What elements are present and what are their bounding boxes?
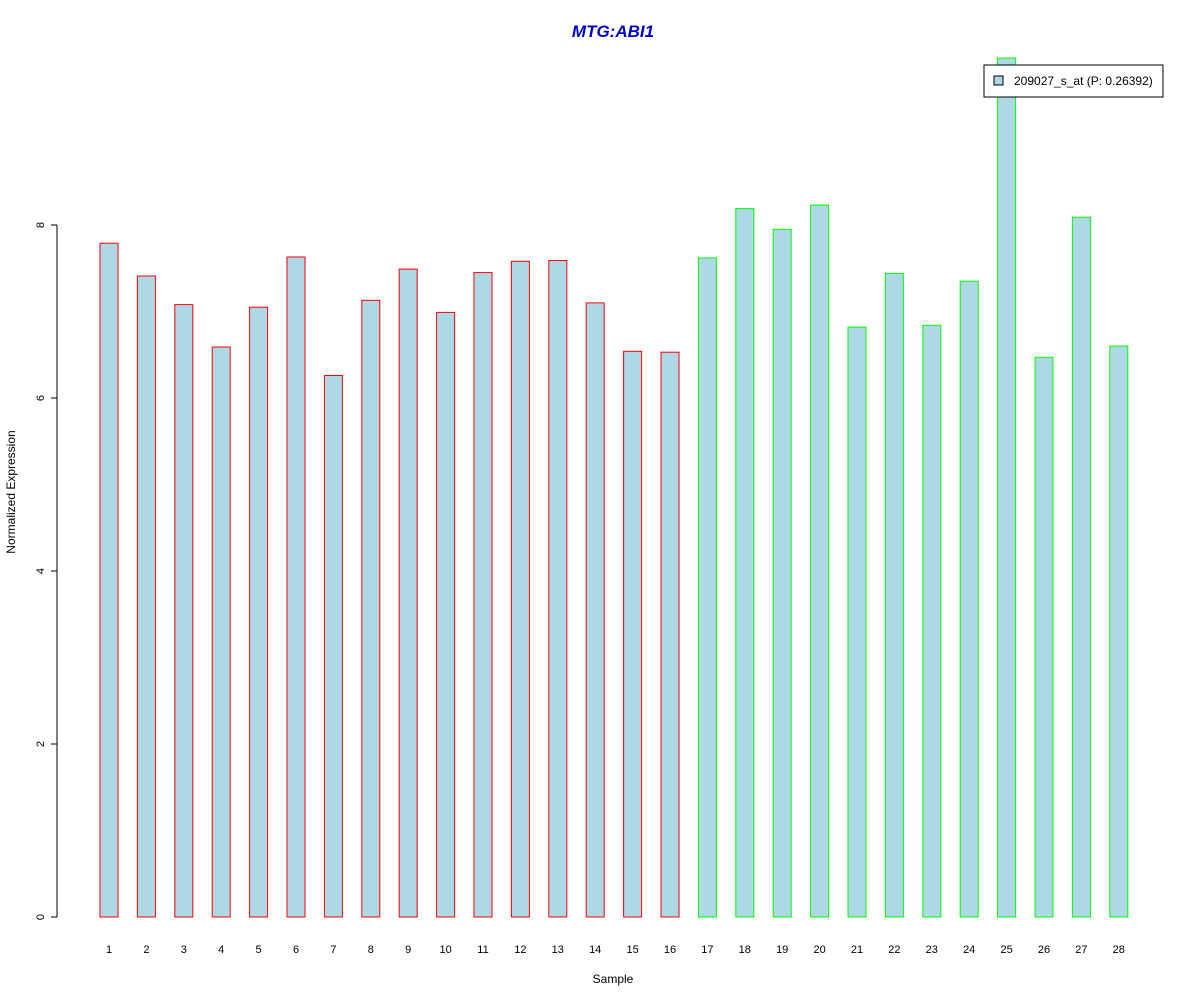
bar-sample-7 <box>323 375 343 918</box>
x-tick-label: 22 <box>888 944 900 956</box>
x-tick-label: 18 <box>739 944 751 956</box>
bar-sample-26 <box>1034 356 1054 918</box>
bar-sample-14 <box>585 302 605 918</box>
y-tick-label: 2 <box>35 741 47 747</box>
x-tick-label: 27 <box>1075 944 1087 956</box>
legend-box <box>983 64 1164 98</box>
x-tick-label: 4 <box>218 944 224 956</box>
bar-sample-20 <box>810 204 830 918</box>
bar-sample-22 <box>884 272 904 918</box>
x-tick-label: 12 <box>514 944 526 956</box>
x-tick-label: 16 <box>664 944 676 956</box>
x-tick-label: 17 <box>701 944 713 956</box>
x-tick-label: 10 <box>439 944 451 956</box>
y-axis: 0 2 4 6 8 <box>35 222 58 920</box>
x-axis-label: Sample <box>593 972 634 986</box>
x-tick-labels: 1 2 3 4 5 6 7 8 9 10 11 12 13 14 15 16 17 18 19 20 21 22 23 24 2… <box>106 944 1125 956</box>
legend-swatch <box>993 75 1004 86</box>
x-tick-label: 14 <box>589 944 601 956</box>
x-tick-label: 23 <box>926 944 938 956</box>
y-axis-label: Normalized Expression <box>4 430 18 553</box>
x-tick-label: 3 <box>181 944 187 956</box>
bar-sample-16 <box>660 351 680 918</box>
x-tick-label: 25 <box>1000 944 1012 956</box>
x-tick-label: 28 <box>1113 944 1125 956</box>
bar-sample-28 <box>1109 345 1129 918</box>
bar-sample-25 <box>997 57 1017 918</box>
bar-sample-27 <box>1071 216 1091 918</box>
x-tick-label: 19 <box>776 944 788 956</box>
x-tick-label: 1 <box>106 944 112 956</box>
bar-sample-4 <box>211 346 231 918</box>
bar-sample-19 <box>772 228 792 918</box>
bar-sample-17 <box>697 257 717 918</box>
bar-sample-24 <box>959 280 979 918</box>
y-tick-label: 0 <box>35 914 47 920</box>
legend: 209027_s_at (P: 0.26392) <box>983 64 1164 98</box>
chart-title: MTG:ABI1 <box>572 22 654 41</box>
y-tick-label: 8 <box>35 222 47 228</box>
bar-sample-8 <box>361 299 381 918</box>
x-tick-label: 2 <box>143 944 149 956</box>
bar-sample-1 <box>99 242 119 918</box>
x-tick-label: 15 <box>626 944 638 956</box>
bar-sample-3 <box>174 304 194 918</box>
bar-sample-2 <box>136 275 156 918</box>
x-tick-label: 9 <box>405 944 411 956</box>
bars <box>99 57 1129 918</box>
x-tick-label: 11 <box>477 944 488 956</box>
bar-sample-6 <box>286 256 306 918</box>
bar-sample-11 <box>473 272 493 918</box>
y-tick-label: 6 <box>35 395 47 401</box>
bar-sample-5 <box>249 306 269 918</box>
legend-label: 209027_s_at (P: 0.26392) <box>1014 74 1153 88</box>
x-tick-label: 7 <box>330 944 336 956</box>
bar-sample-13 <box>548 260 568 918</box>
bar-sample-23 <box>922 324 942 918</box>
x-tick-label: 13 <box>552 944 564 956</box>
bar-sample-10 <box>436 311 456 918</box>
bar-sample-15 <box>623 350 643 918</box>
x-tick-label: 26 <box>1038 944 1050 956</box>
x-tick-label: 8 <box>368 944 374 956</box>
bar-sample-9 <box>398 268 418 918</box>
y-tick-label: 4 <box>35 568 47 574</box>
x-tick-label: 5 <box>256 944 262 956</box>
x-tick-label: 6 <box>293 944 299 956</box>
x-tick-label: 24 <box>963 944 975 956</box>
x-tick-label: 20 <box>813 944 825 956</box>
bar-sample-12 <box>510 260 530 918</box>
bar-sample-18 <box>735 208 755 918</box>
bar-sample-21 <box>847 326 867 918</box>
x-tick-label: 21 <box>851 944 863 956</box>
